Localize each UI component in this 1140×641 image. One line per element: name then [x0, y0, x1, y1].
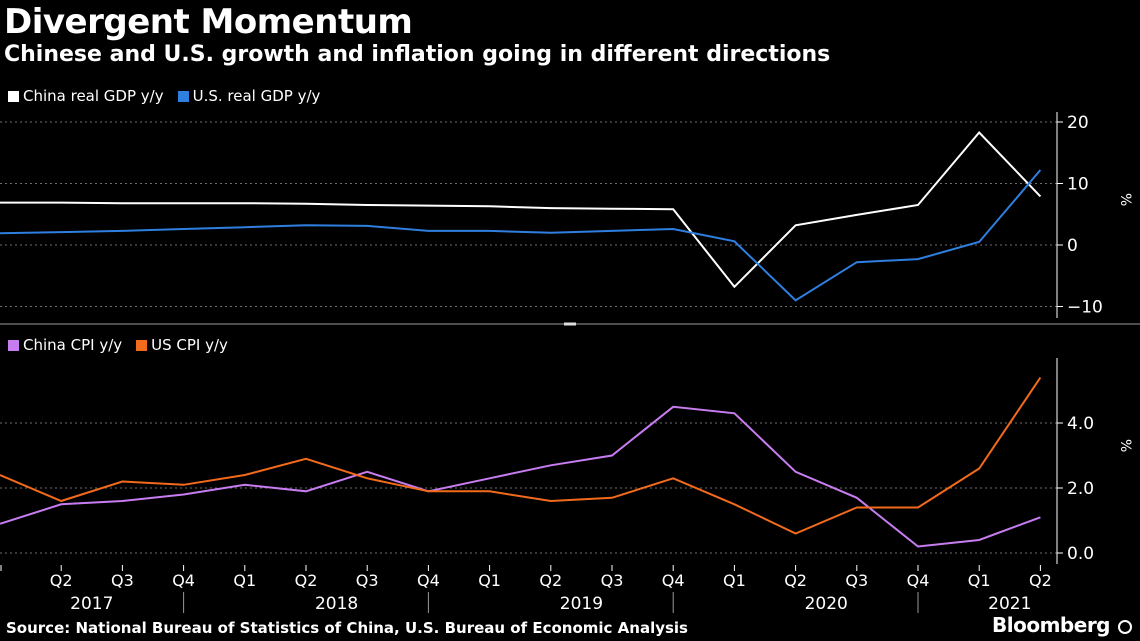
legend-item-china-gdp: China real GDP y/y: [8, 87, 164, 105]
x-tick-label: Q2: [784, 571, 807, 590]
x-tick-label: Q3: [111, 571, 134, 590]
x-tick-label: Q4: [417, 571, 440, 590]
x-year-label: 2017: [70, 594, 113, 614]
y-tick-label: 10: [1067, 175, 1089, 195]
cpi-legend: China CPI y/y US CPI y/y: [8, 336, 228, 354]
x-tick-label: Q4: [662, 571, 685, 590]
x-tick-label: Q4: [907, 571, 930, 590]
y-axis-unit: %: [1117, 193, 1133, 206]
brand-logo: Bloomberg: [992, 613, 1110, 637]
x-tick-label: Q2: [1029, 571, 1052, 590]
legend-label-china-gdp: China real GDP y/y: [23, 87, 164, 105]
chart-subtitle: Chinese and U.S. growth and inflation go…: [4, 42, 831, 67]
x-tick-label: Q3: [356, 571, 379, 590]
china-gdp-swatch: [8, 90, 19, 102]
legend-item-us-cpi: US CPI y/y: [136, 336, 228, 354]
x-tick-label: Q4: [172, 571, 195, 590]
x-tick-label: Q3: [601, 571, 624, 590]
bloomberg-icon: [1118, 620, 1132, 634]
x-tick-label: Q3: [845, 571, 868, 590]
x-tick-label: Q2: [50, 571, 73, 590]
x-year-label: 2018: [315, 594, 358, 614]
y-tick-label: 4.0: [1067, 414, 1094, 434]
series-line: [0, 131, 1042, 289]
china-cpi-swatch: [8, 339, 19, 351]
us-cpi-swatch: [136, 339, 148, 351]
x-tick-label: Q1: [723, 571, 746, 590]
us-gdp-swatch: [177, 90, 189, 102]
series-line: [0, 405, 1041, 548]
x-tick-label: Q2: [539, 571, 562, 590]
y-tick-label: 0.0: [1067, 544, 1094, 564]
legend-label-us-cpi: US CPI y/y: [151, 336, 228, 354]
series-line: [0, 169, 1042, 302]
x-tick-label: Q1: [478, 571, 501, 590]
legend-label-us-gdp: U.S. real GDP y/y: [192, 87, 321, 105]
x-year-label: 2019: [560, 594, 603, 614]
x-tick-label: Q1: [968, 571, 991, 590]
y-tick-label: 20: [1067, 113, 1089, 133]
x-year-label: 2021: [988, 594, 1031, 614]
gdp-legend: China real GDP y/y U.S. real GDP y/y: [8, 87, 320, 105]
chart-title: Divergent Momentum: [4, 2, 413, 42]
legend-item-china-cpi: China CPI y/y: [8, 336, 122, 354]
x-tick-label: Q2: [295, 571, 318, 590]
source-note: Source: National Bureau of Statistics of…: [6, 619, 688, 637]
legend-label-china-cpi: China CPI y/y: [23, 336, 123, 354]
x-year-label: 2020: [805, 594, 848, 614]
y-tick-label: −10: [1067, 298, 1103, 318]
x-tick-label: Q1: [233, 571, 256, 590]
series-line: [0, 376, 1042, 535]
y-tick-label: 2.0: [1067, 479, 1094, 499]
y-axis-unit: %: [1117, 439, 1133, 452]
y-tick-label: 0: [1067, 236, 1078, 256]
legend-item-us-gdp: U.S. real GDP y/y: [177, 87, 321, 105]
